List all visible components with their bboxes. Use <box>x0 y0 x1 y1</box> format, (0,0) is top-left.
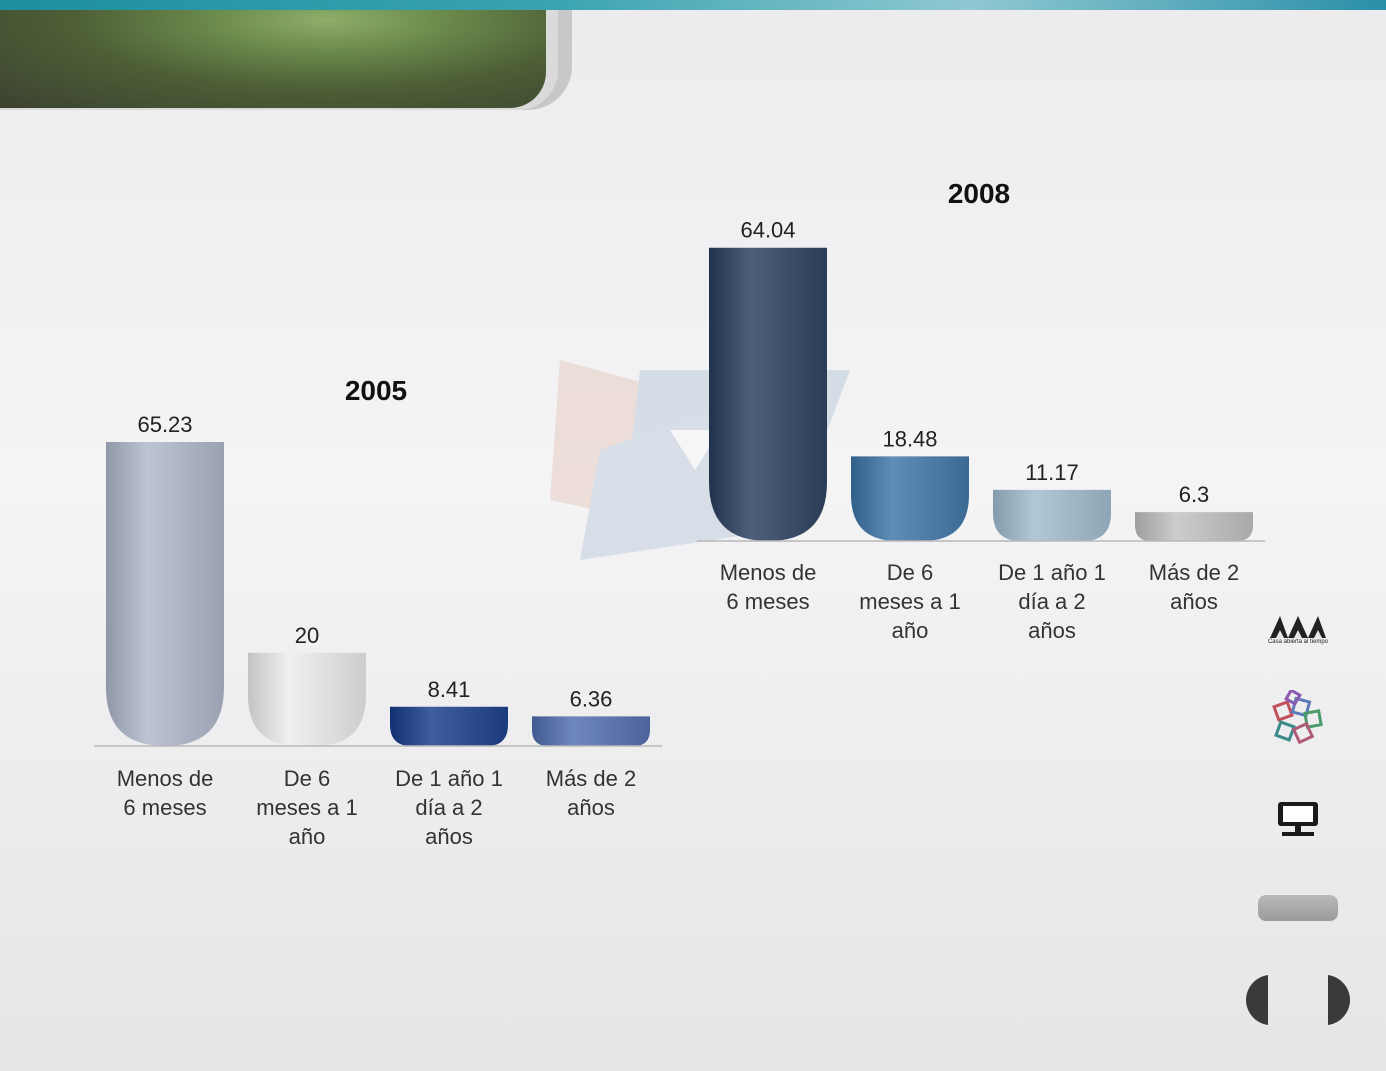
prev-arrow-icon[interactable] <box>1246 975 1268 1025</box>
category-label: De 1 año 1 día a 2 años <box>998 560 1106 643</box>
bar-value-label: 6.3 <box>1179 482 1210 507</box>
bar-value-label: 11.17 <box>1025 460 1078 485</box>
bar <box>851 456 969 541</box>
category-label: De 6 meses a 1 año <box>256 766 358 849</box>
category-label: De 1 año 1 día a 2 años <box>395 766 503 849</box>
chart-title: 2008 <box>948 178 1010 209</box>
uam-logo: Casa abierta al tiempo <box>1266 612 1330 652</box>
bar <box>1135 512 1253 541</box>
chart-2008: 2008 64.04 Menos de 6 meses 18.48 De 6 meses a… <box>697 178 1265 643</box>
bar-value-label: 64.04 <box>740 218 795 243</box>
books-icon[interactable] <box>1270 688 1326 748</box>
bar <box>106 442 224 746</box>
bar-value-label: 6.36 <box>570 686 613 711</box>
category-label: De 6 meses a 1 año <box>859 560 961 643</box>
bar-value-label: 18.48 <box>882 426 937 451</box>
bar <box>709 247 827 542</box>
bar <box>993 489 1111 541</box>
next-arrow-icon[interactable] <box>1328 975 1350 1025</box>
chart-title: 2005 <box>345 375 407 406</box>
category-label: Más de 2 años <box>1149 560 1240 614</box>
uam-logo-mark <box>1270 616 1326 638</box>
title-banner <box>0 10 572 110</box>
uam-tagline: Casa abierta al tiempo <box>1267 639 1329 645</box>
bar <box>390 706 508 746</box>
bar-value-label: 65.23 <box>137 412 192 437</box>
bar-value-label: 20 <box>295 623 319 648</box>
bar-value-label: 8.41 <box>428 677 471 702</box>
menu-button[interactable] <box>1258 895 1338 921</box>
category-label: Menos de 6 meses <box>117 766 214 820</box>
category-label: Más de 2 años <box>546 766 637 820</box>
bar <box>248 652 366 746</box>
bar <box>532 716 650 746</box>
top-accent-bar <box>0 0 1386 10</box>
category-label: Menos de 6 meses <box>720 560 817 614</box>
monitor-icon[interactable] <box>1276 800 1320 838</box>
